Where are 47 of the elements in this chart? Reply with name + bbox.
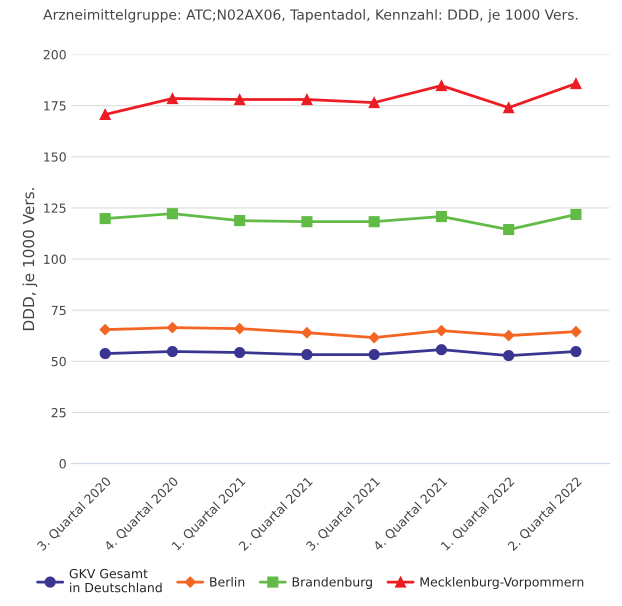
point <box>503 330 514 342</box>
point <box>234 94 246 106</box>
point <box>166 208 178 220</box>
y-tick-label: 200 <box>44 50 66 60</box>
y-tick-label: 125 <box>44 203 66 213</box>
point <box>234 323 246 334</box>
point <box>368 97 380 108</box>
legend-label: Berlin <box>210 576 244 587</box>
point <box>100 348 111 360</box>
point <box>436 80 447 92</box>
point <box>301 94 312 106</box>
y-tick-label: 25 <box>52 408 66 418</box>
point <box>570 78 582 90</box>
point <box>436 210 447 222</box>
point <box>570 326 582 338</box>
y-tick-label: 175 <box>44 101 66 111</box>
point <box>570 346 582 358</box>
point <box>301 327 313 338</box>
point <box>503 102 514 114</box>
point <box>436 344 447 356</box>
y-tick-label: 75 <box>52 306 66 316</box>
point <box>368 332 380 344</box>
point <box>234 215 246 226</box>
legend-label: Mecklenburg-Vorpommern <box>420 576 584 590</box>
point <box>503 350 514 362</box>
point <box>100 108 111 120</box>
point <box>234 346 246 358</box>
y-axis-title: DDD, je 1000 Vers. <box>22 188 38 330</box>
point <box>301 349 312 360</box>
point <box>301 216 312 228</box>
point <box>503 224 514 236</box>
y-tick-label: 0 <box>60 459 66 469</box>
point <box>570 208 582 220</box>
point <box>166 92 178 104</box>
y-tick-label: 150 <box>44 152 66 162</box>
legend-label: GKV Gesamt in Deutschland <box>70 568 162 592</box>
y-tick-label: 100 <box>44 254 66 264</box>
y-tick-label: 50 <box>52 356 66 366</box>
chart-title: Arzneimittelgruppe: ATC;N02AX06, Tapentadol, Kennzahl: DDD, je 1000 Vers. <box>43 9 578 23</box>
point <box>166 346 178 358</box>
point <box>368 216 380 228</box>
legend-label: Brandenburg <box>292 576 372 590</box>
point <box>100 324 111 336</box>
point <box>166 322 178 334</box>
point <box>100 213 111 224</box>
point <box>436 325 448 336</box>
point <box>368 349 380 360</box>
